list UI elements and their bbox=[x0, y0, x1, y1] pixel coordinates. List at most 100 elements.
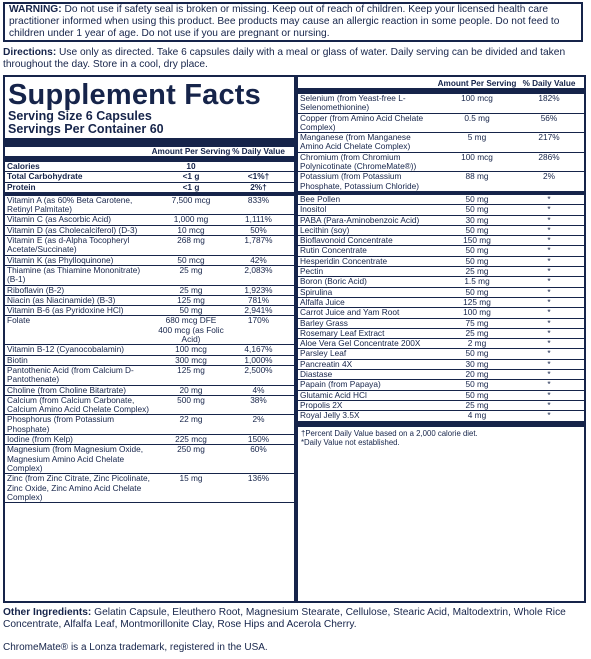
directions: Directions: Use only as directed. Take 6… bbox=[3, 47, 585, 71]
nutrient-amount: 50 mg bbox=[465, 245, 489, 256]
column-header: Amount Per Serving % Daily Value bbox=[5, 147, 294, 157]
nutrient-name: Biotin bbox=[7, 354, 28, 365]
divider-bar bbox=[298, 421, 584, 427]
nutrient-daily-value: * bbox=[547, 276, 551, 287]
nutrient-name: Iodine (from Kelp) bbox=[7, 434, 73, 445]
nutrient-amount: 50 mg bbox=[465, 389, 489, 400]
nutrient-name: Niacin (as Niacinamide) (B-3) bbox=[7, 294, 116, 305]
nutrient-name: Total Carbohydrate bbox=[7, 171, 83, 182]
nutrient-name: Vitamin A (as 60% Beta Carotene, Retinyl… bbox=[7, 194, 133, 215]
nutrient-name: Potassium (from Potassium Phosphate, Pot… bbox=[300, 171, 419, 191]
nutrient-row: Rutin Concentrate 50 mg * bbox=[298, 245, 584, 257]
nutrient-row: Protein <1 g 2%† bbox=[5, 182, 294, 196]
nutrient-daily-value: 833% bbox=[247, 194, 270, 205]
directions-text: Use only as directed. Take 6 capsules da… bbox=[3, 47, 566, 70]
nutrient-row: Zinc (from Zinc Citrate, Zinc Picolinate… bbox=[5, 473, 294, 504]
nutrient-name: Pancreatin 4X bbox=[300, 358, 353, 369]
nutrient-daily-value: 2,941% bbox=[244, 305, 273, 316]
supplement-facts-right-panel: Amount Per Serving % Daily Value Seleniu… bbox=[296, 75, 586, 603]
nutrient-row: Pectin 25 mg * bbox=[298, 266, 584, 278]
nutrient-amount: 680 mcg DFE 400 mcg (as Folic Acid) bbox=[158, 315, 224, 345]
divider-bar bbox=[5, 157, 294, 162]
nutrient-name: Folate bbox=[7, 315, 31, 326]
nutrient-name: Manganese (from Manganese Amino Acid Che… bbox=[300, 132, 411, 152]
nutrient-daily-value: 136% bbox=[247, 473, 270, 484]
nutrient-amount: 300 mcg bbox=[175, 354, 207, 365]
nutrient-amount: 100 mcg bbox=[175, 344, 207, 355]
other-ingredients-label: Other Ingredients: bbox=[3, 607, 92, 618]
footnotes: †Percent Daily Value based on a 2,000 ca… bbox=[298, 427, 584, 450]
nutrient-row: Magnesium (from Magnesium Oxide, Magnesi… bbox=[5, 444, 294, 475]
nutrient-row: Biotin 300 mcg 1,000% bbox=[5, 354, 294, 366]
nutrient-name: Pantothenic Acid (from Calcium D-Pantoth… bbox=[7, 364, 134, 385]
nutrient-amount: 75 mg bbox=[465, 317, 489, 328]
nutrient-row: Folate 680 mcg DFE 400 mcg (as Folic Acid)… bbox=[5, 315, 294, 346]
supplement-facts-left-panel: Supplement Facts Serving Size 6 Capsules… bbox=[3, 75, 296, 603]
nutrient-daily-value: * bbox=[547, 317, 551, 328]
nutrient-amount: 50 mg bbox=[465, 193, 489, 204]
nutrient-row: Vitamin C (as Ascorbic Acid) 1,000 mg 1,11… bbox=[5, 214, 294, 226]
nutrient-daily-value: 1,000% bbox=[244, 354, 273, 365]
nutrient-row: Pancreatin 4X 30 mg * bbox=[298, 358, 584, 371]
nutrient-amount: 125 mg bbox=[463, 296, 491, 307]
nutrient-amount: 22 mg bbox=[179, 414, 203, 425]
nutrient-amount: 50 mg bbox=[179, 305, 203, 316]
nutrient-daily-value: 38% bbox=[250, 394, 267, 405]
nutrient-daily-value: * bbox=[547, 399, 551, 410]
nutrient-amount: 50 mg bbox=[465, 286, 489, 297]
nutrient-row: Barley Grass 75 mg * bbox=[298, 317, 584, 329]
nutrient-name: Magnesium (from Magnesium Oxide, Magnesi… bbox=[7, 444, 144, 473]
servings-per-container: Servings Per Container 60 bbox=[8, 122, 164, 136]
nutrient-amount: 150 mg bbox=[463, 235, 491, 246]
nutrient-row: Thiamine (as Thiamine Mononitrate) (B-1)… bbox=[5, 265, 294, 286]
nutrient-daily-value: * bbox=[547, 358, 551, 369]
nutrient-daily-value: 150% bbox=[247, 434, 270, 445]
nutrient-daily-value: 2,500% bbox=[244, 364, 273, 375]
nutrient-row: Royal Jelly 3.5X 4 mg * bbox=[298, 410, 584, 422]
directions-label: Directions: bbox=[3, 47, 57, 58]
nutrient-row: Lecithin (soy) 50 mg * bbox=[298, 224, 584, 237]
nutrient-row: Vitamin K (as Phylloquinone) 50 mcg 42% bbox=[5, 255, 294, 266]
nutrient-amount: 20 mg bbox=[465, 369, 489, 380]
nutrient-amount: 1,000 mg bbox=[173, 214, 209, 225]
nutrient-name: Propolis 2X bbox=[300, 399, 343, 410]
nutrient-daily-value: 2% bbox=[252, 414, 265, 425]
nutrient-name: Glutamic Acid HCl bbox=[300, 389, 367, 400]
nutrient-name: Copper (from Amino Acid Chelate Complex) bbox=[300, 112, 424, 132]
nutrient-row: Spirulina 50 mg * bbox=[298, 286, 584, 298]
nutrient-amount: 10 mcg bbox=[177, 224, 205, 235]
nutrient-name: Vitamin B-12 (Cyanocobalamin) bbox=[7, 344, 124, 355]
nutrient-amount: 225 mcg bbox=[175, 434, 207, 445]
nutrient-daily-value: * bbox=[547, 307, 551, 318]
nutrient-row: Bee Pollen 50 mg * bbox=[298, 193, 584, 206]
nutrient-daily-value: 286% bbox=[538, 151, 560, 162]
nutrient-amount: <1 g bbox=[182, 171, 200, 182]
nutrient-daily-value: 2% bbox=[543, 171, 555, 182]
nutrient-row: Papain (from Papaya) 50 mg * bbox=[298, 380, 584, 391]
nutrient-name: Vitamin D (as Cholecalciferol) (D-3) bbox=[7, 224, 138, 235]
nutrient-name: Boron (Boric Acid) bbox=[300, 276, 367, 287]
nutrient-daily-value bbox=[231, 162, 286, 171]
nutrient-daily-value: * bbox=[547, 255, 551, 266]
nutrient-amount: 88 mg bbox=[465, 171, 489, 182]
right-nutrient-list: Selenium (from Yeast-free L-Selenomethio… bbox=[298, 93, 584, 422]
nutrient-daily-value: * bbox=[547, 214, 551, 225]
nutrient-amount: 20 mg bbox=[179, 384, 203, 395]
nutrient-name: Bioflavonoid Concentrate bbox=[300, 235, 393, 246]
nutrient-daily-value: * bbox=[547, 369, 551, 380]
nutrient-daily-value: 170% bbox=[247, 315, 270, 326]
column-header: Amount Per Serving % Daily Value bbox=[298, 77, 584, 89]
warning-box: WARNING: Do not use if safety seal is br… bbox=[3, 2, 583, 42]
nutrient-amount: 0.5 mg bbox=[464, 112, 490, 123]
nutrient-row: Iodine (from Kelp) 225 mcg 150% bbox=[5, 434, 294, 446]
nutrient-name: Vitamin B-6 (as Pyridoxine HCl) bbox=[7, 305, 124, 316]
trademark-note: ChromeMate® is a Lonza trademark, regist… bbox=[3, 642, 268, 653]
nutrient-row: Potassium (from Potassium Phosphate, Pot… bbox=[298, 172, 584, 195]
nutrient-name: Calories bbox=[7, 161, 40, 171]
nutrient-daily-value: 50% bbox=[250, 224, 267, 235]
nutrient-amount: 7,500 mcg bbox=[171, 194, 211, 205]
nutrient-name: Diastase bbox=[300, 369, 333, 380]
nutrient-row: Pantothenic Acid (from Calcium D-Pantoth… bbox=[5, 364, 294, 386]
nutrient-name: Lecithin (soy) bbox=[300, 224, 350, 235]
nutrient-daily-value: * bbox=[547, 204, 551, 215]
